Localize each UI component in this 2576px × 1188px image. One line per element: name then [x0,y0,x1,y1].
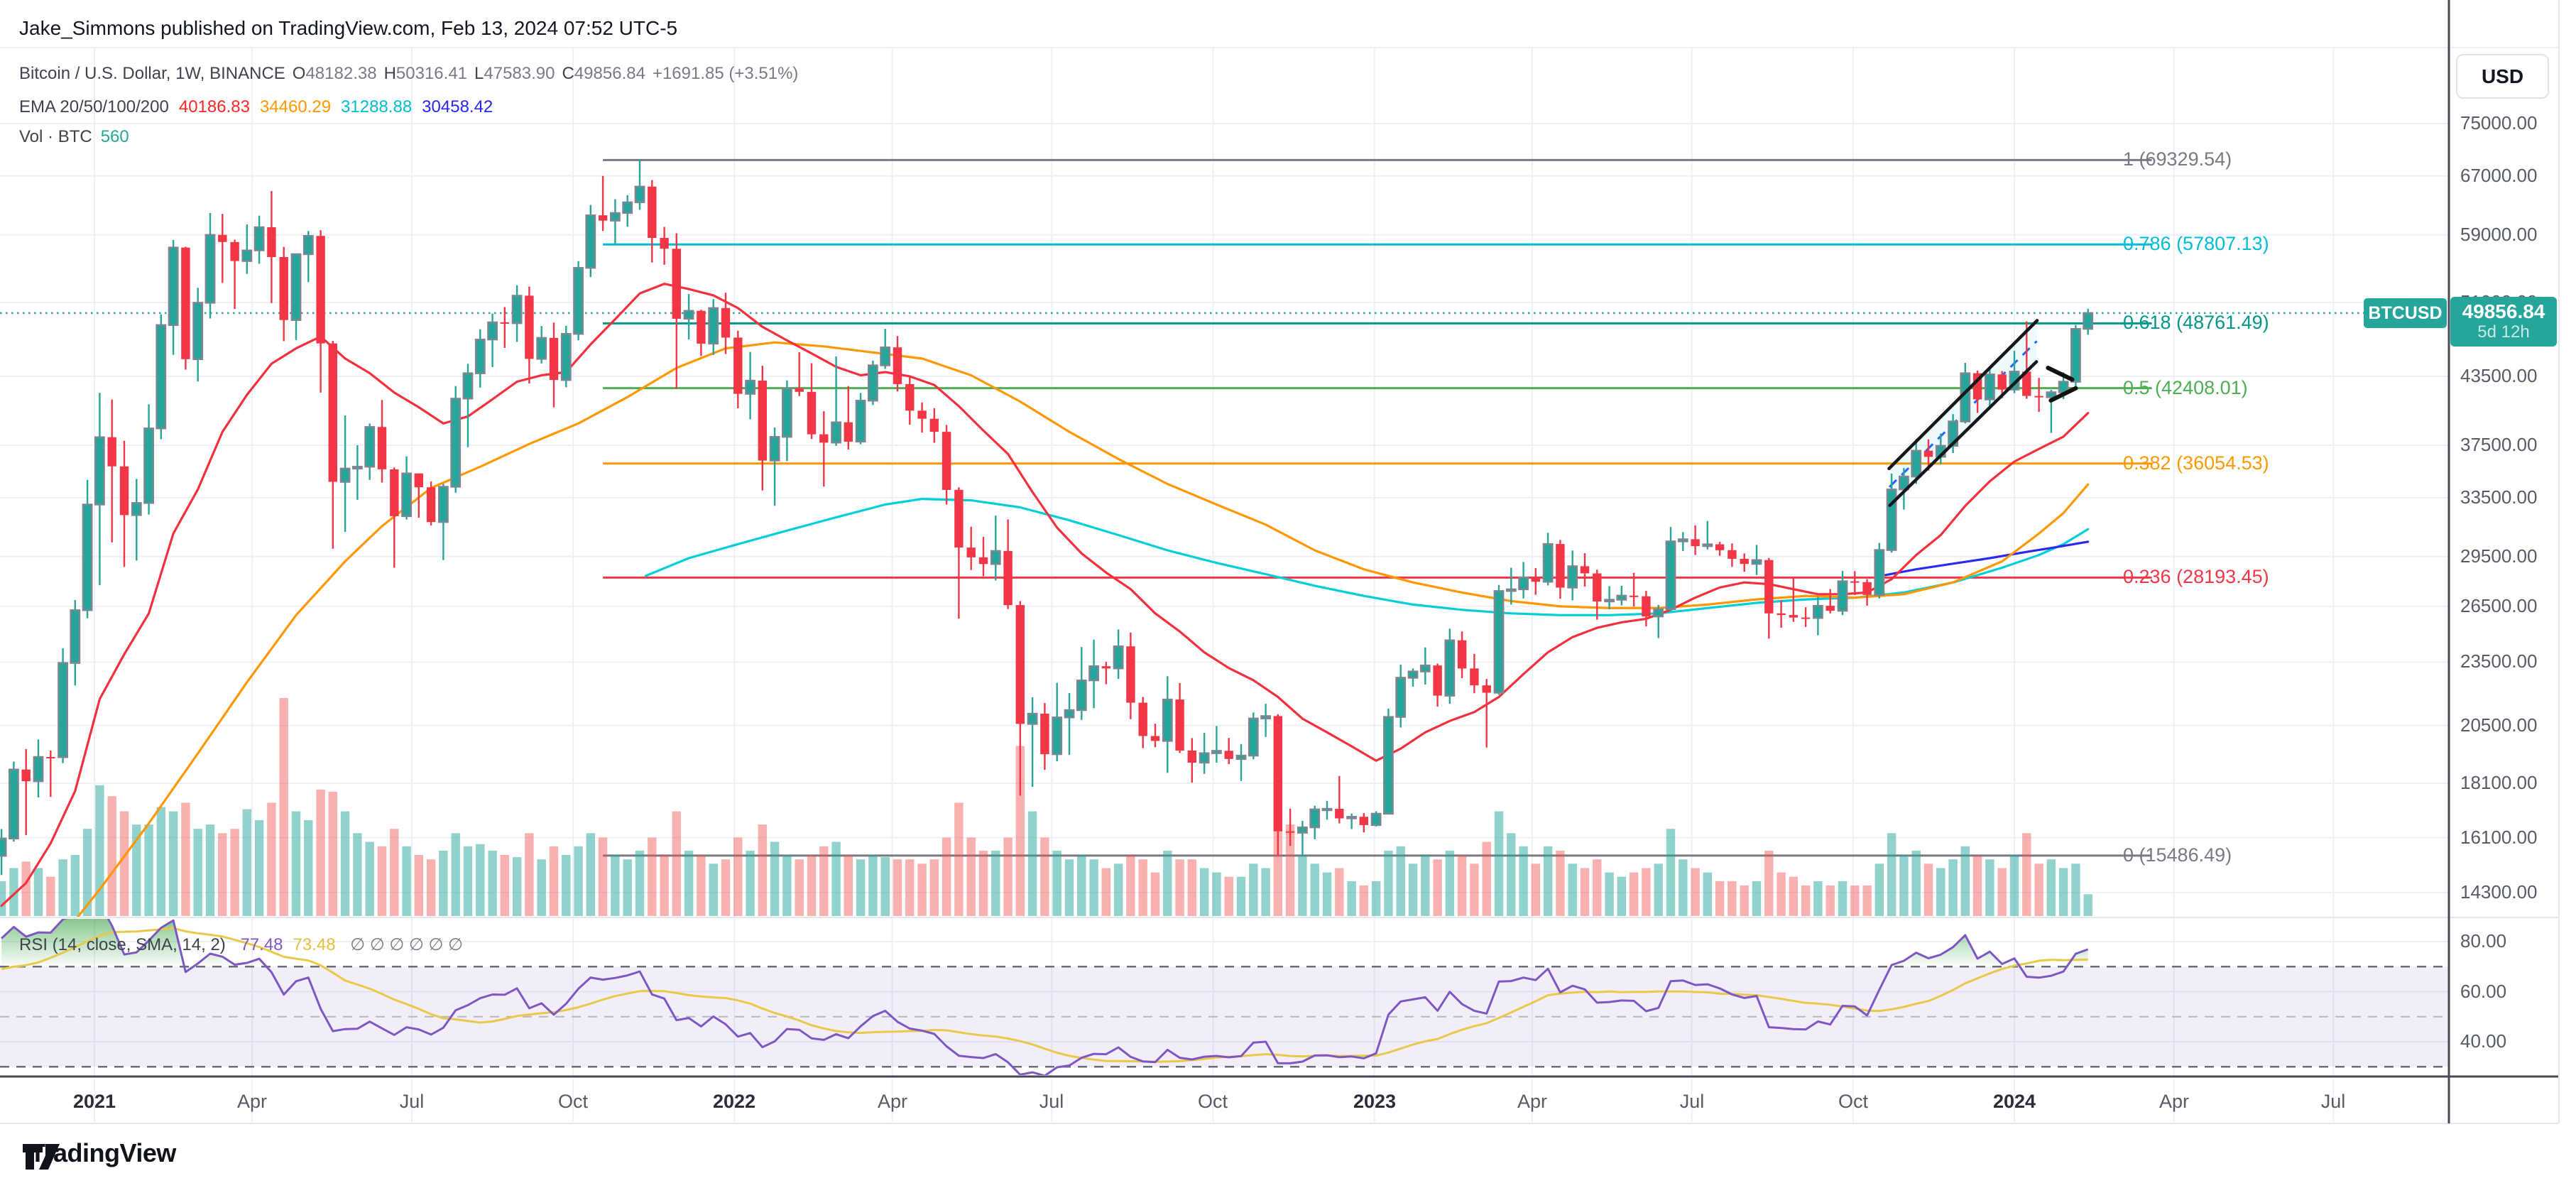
date-tick: 2021 [72,1091,116,1112]
date-tick: 2024 [1992,1091,2036,1112]
bar-countdown: 5d 12h [2477,322,2530,342]
fib-label: 0.5 (42408.01) [2123,377,2248,398]
price-line-symbol-label: BTCUSD [2364,298,2447,328]
volume-legend[interactable]: Vol · BTC 560 [19,127,129,147]
ema20-line [0,283,2090,908]
fib-label: 0.618 (48761.49) [2123,312,2269,333]
attribution-text: Jake_Simmons published on TradingView.co… [19,17,678,39]
rsi-ma-line [1,927,2088,1063]
price-tick: 16100.00 [2460,827,2538,848]
ema-legend[interactable]: EMA 20/50/100/200 40186.83 34460.29 31288.8… [19,97,493,117]
date-tick: 2023 [1353,1091,1397,1112]
price-tick: 26500.00 [2460,595,2538,616]
price-tick: 18100.00 [2460,772,2538,793]
date-tick: Oct [1838,1091,1869,1112]
rsi-tick: 40.00 [2460,1030,2507,1052]
current-price-label: 49856.84 5d 12h [2450,297,2557,347]
date-tick: Jul [1039,1091,1064,1112]
price-tick: 59000.00 [2460,224,2538,245]
date-tick: Oct [1197,1091,1228,1112]
date-tick: Jul [2320,1091,2346,1112]
rsi-empty-values: ∅ ∅ ∅ ∅ ∅ ∅ [350,935,464,954]
date-tick: Apr [236,1091,268,1112]
date-tick: Apr [877,1091,908,1112]
symbol-legend[interactable]: Bitcoin / U.S. Dollar, 1W, BINANCE O48182… [19,64,798,84]
volume-value: 560 [100,127,129,146]
price-tick: 75000.00 [2460,112,2538,133]
ema100-line [644,497,2090,616]
rsi-tick: 80.00 [2460,930,2507,952]
price-tick: 14300.00 [2460,881,2538,903]
tradingview-logo-icon [23,1144,60,1170]
rsi-values: 77.48 73.48 [240,935,336,954]
fib-label: 1 (69329.54) [2123,148,2232,170]
price-tick: 67000.00 [2460,165,2538,186]
ema50-line [76,341,2090,917]
change-value: +1691.85 (+3.51%) [652,64,799,83]
current-price-value: 49856.84 [2462,300,2545,323]
price-tick: 33500.00 [2460,486,2538,508]
date-tick: Oct [557,1091,589,1112]
volume-series [0,698,2092,917]
date-tick: 2022 [712,1091,756,1112]
date-tick: Jul [1679,1091,1705,1112]
fib-label: 0.236 (28193.45) [2123,566,2269,587]
price-tick: 20500.00 [2460,714,2538,736]
date-tick: Apr [1517,1091,1548,1112]
ema-label: EMA 20/50/100/200 [19,97,169,116]
rsi-title: RSI (14, close, SMA, 14, 2) [19,935,226,954]
fib-label: 0.786 (57807.13) [2123,233,2269,254]
tradingview-logo[interactable]: TradingView [21,1138,176,1170]
volume-label: Vol · BTC [19,127,92,146]
price-tick: 29500.00 [2460,545,2538,567]
fib-label: 0 (15486.49) [2123,844,2232,866]
symbol-title: Bitcoin / U.S. Dollar, 1W, BINANCE [19,64,285,83]
candlestick-series [0,160,2094,876]
date-tick: Jul [399,1091,425,1112]
rsi-tick: 60.00 [2460,981,2507,1002]
ohlc-values: O48182.38 H50316.41 L47583.90 C49856.84 [292,64,645,83]
ema-values: 40186.83 34460.29 31288.88 30458.42 [178,97,493,116]
price-tick: 37500.00 [2460,434,2538,455]
date-tick: Apr [2159,1091,2190,1112]
currency-usd-button[interactable]: USD [2456,54,2549,99]
fib-label: 0.382 (36054.53) [2123,452,2269,474]
price-tick: 43500.00 [2460,365,2538,386]
price-tick: 23500.00 [2460,650,2538,672]
rsi-line [1,919,2089,1075]
rsi-legend[interactable]: RSI (14, close, SMA, 14, 2) 77.48 73.48 ∅… [19,934,463,955]
ema200-line [1884,540,2090,577]
